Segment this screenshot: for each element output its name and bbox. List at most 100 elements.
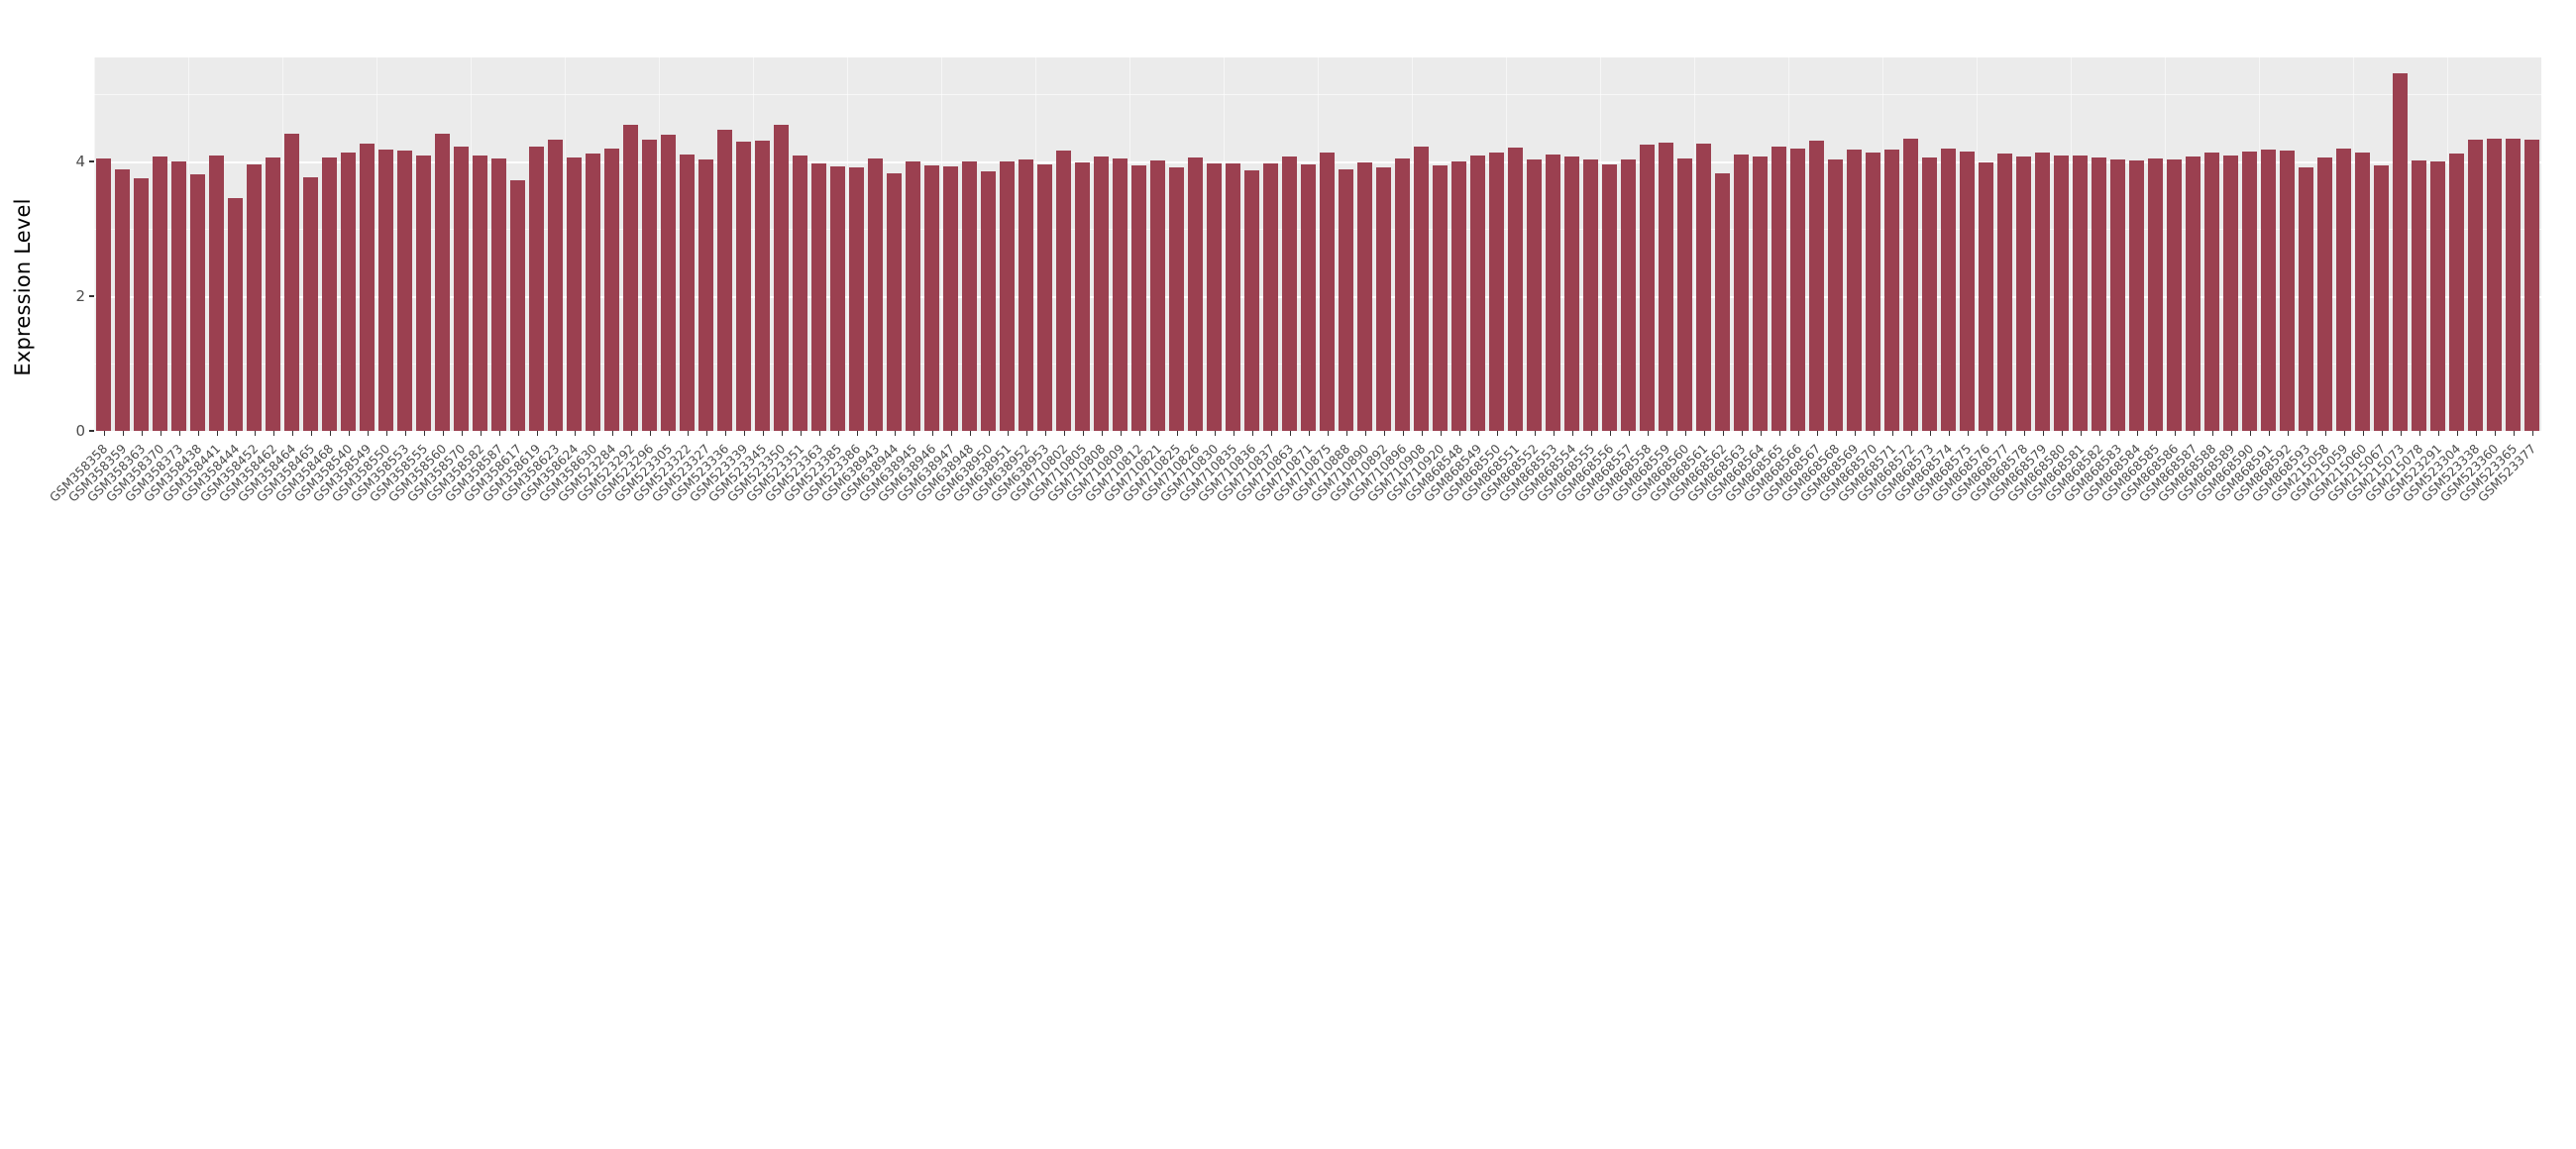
- bar[interactable]: [266, 157, 280, 431]
- bar[interactable]: [247, 164, 262, 431]
- bar[interactable]: [1828, 159, 1843, 431]
- bar[interactable]: [1583, 158, 1598, 431]
- bar[interactable]: [1131, 165, 1146, 431]
- bar[interactable]: [1790, 148, 1805, 431]
- bar[interactable]: [811, 162, 826, 431]
- bar[interactable]: [153, 156, 167, 431]
- bar[interactable]: [1357, 161, 1372, 431]
- bar[interactable]: [2299, 166, 2313, 431]
- bar[interactable]: [1734, 154, 1749, 431]
- bar[interactable]: [473, 156, 487, 431]
- bar[interactable]: [2148, 157, 2163, 431]
- bar[interactable]: [2506, 139, 2521, 431]
- bar[interactable]: [416, 156, 431, 431]
- bar[interactable]: [1000, 160, 1015, 431]
- bar[interactable]: [1602, 164, 1617, 431]
- bar[interactable]: [698, 159, 713, 431]
- bar[interactable]: [1376, 166, 1391, 431]
- bar[interactable]: [491, 157, 506, 431]
- bar[interactable]: [943, 166, 958, 431]
- bar[interactable]: [2242, 152, 2257, 431]
- bar[interactable]: [134, 177, 149, 431]
- bar[interactable]: [190, 174, 205, 431]
- bar[interactable]: [774, 124, 789, 431]
- bar[interactable]: [924, 164, 939, 431]
- bar[interactable]: [2449, 154, 2464, 431]
- bar[interactable]: [1866, 153, 1880, 431]
- bar[interactable]: [1470, 156, 1485, 431]
- bar[interactable]: [1979, 161, 1993, 431]
- bar[interactable]: [661, 135, 676, 431]
- bar[interactable]: [1771, 146, 1786, 431]
- bar[interactable]: [1677, 157, 1692, 431]
- bar[interactable]: [2487, 138, 2502, 431]
- bar[interactable]: [1113, 157, 1127, 431]
- bar[interactable]: [1489, 152, 1504, 431]
- bar[interactable]: [1169, 166, 1184, 431]
- bar[interactable]: [1433, 165, 1448, 431]
- bar[interactable]: [1941, 149, 1956, 431]
- bar[interactable]: [284, 133, 299, 431]
- bar[interactable]: [1640, 145, 1655, 431]
- bar[interactable]: [1753, 156, 1768, 431]
- bar[interactable]: [171, 161, 186, 431]
- bar[interactable]: [435, 134, 450, 431]
- bar[interactable]: [717, 130, 732, 431]
- bar[interactable]: [1508, 148, 1523, 431]
- bar[interactable]: [1207, 162, 1222, 431]
- bar[interactable]: [1226, 163, 1240, 431]
- bar[interactable]: [510, 180, 525, 431]
- bar[interactable]: [209, 156, 224, 431]
- bar[interactable]: [1715, 172, 1730, 431]
- bar[interactable]: [2336, 148, 2351, 431]
- bar[interactable]: [1997, 154, 2012, 431]
- bar[interactable]: [2374, 164, 2389, 431]
- bar[interactable]: [1696, 143, 1711, 431]
- bar[interactable]: [2355, 153, 2370, 431]
- bar[interactable]: [2054, 155, 2069, 431]
- bar[interactable]: [1659, 143, 1673, 431]
- bar[interactable]: [1301, 164, 1316, 431]
- bar[interactable]: [981, 170, 996, 431]
- bar[interactable]: [96, 157, 111, 431]
- bar[interactable]: [567, 157, 582, 431]
- bar[interactable]: [1320, 152, 1335, 431]
- bar[interactable]: [1451, 161, 1466, 431]
- bar[interactable]: [1621, 158, 1636, 431]
- bar[interactable]: [1414, 147, 1429, 431]
- bar[interactable]: [2430, 160, 2445, 431]
- bar[interactable]: [2016, 156, 2031, 431]
- bar[interactable]: [1809, 141, 1824, 431]
- bar[interactable]: [1546, 154, 1560, 431]
- bar[interactable]: [228, 197, 243, 431]
- bar[interactable]: [378, 150, 393, 431]
- bar[interactable]: [1075, 161, 1090, 431]
- bar[interactable]: [586, 154, 600, 431]
- bar[interactable]: [868, 157, 883, 431]
- bar[interactable]: [2223, 156, 2238, 431]
- bar[interactable]: [736, 141, 751, 431]
- bar[interactable]: [397, 150, 412, 431]
- bar[interactable]: [623, 124, 638, 431]
- bar[interactable]: [1037, 164, 1052, 431]
- bar[interactable]: [604, 148, 619, 431]
- bar[interactable]: [755, 140, 770, 431]
- bar[interactable]: [360, 143, 375, 431]
- bar[interactable]: [2412, 159, 2426, 431]
- bar[interactable]: [1960, 152, 1975, 431]
- bar[interactable]: [906, 160, 920, 431]
- bar[interactable]: [1922, 157, 1937, 431]
- bar[interactable]: [1395, 157, 1410, 431]
- bar[interactable]: [887, 172, 902, 431]
- bar[interactable]: [2204, 153, 2219, 431]
- bar[interactable]: [1019, 158, 1033, 431]
- bar[interactable]: [1263, 163, 1278, 431]
- bar[interactable]: [1188, 157, 1203, 431]
- bar[interactable]: [1150, 159, 1165, 431]
- bar[interactable]: [2468, 139, 2483, 431]
- bar[interactable]: [1339, 168, 1353, 431]
- bar[interactable]: [2393, 72, 2408, 431]
- bar[interactable]: [1903, 139, 1918, 431]
- bar[interactable]: [2092, 157, 2106, 431]
- bar[interactable]: [2524, 139, 2539, 431]
